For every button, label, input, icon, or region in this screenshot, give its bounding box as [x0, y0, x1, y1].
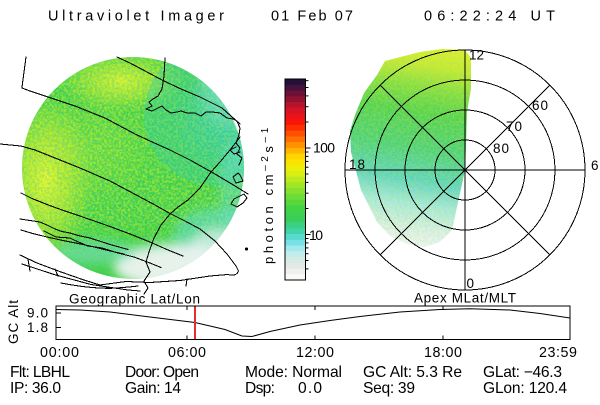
svg-text:00:00: 00:00 — [40, 345, 79, 361]
svg-text:0.0: 0.0 — [298, 380, 322, 397]
svg-text:23:59: 23:59 — [539, 345, 577, 361]
svg-text:GC Alt: GC Alt — [6, 300, 21, 344]
svg-text:Flt: LBHL: Flt: LBHL — [10, 364, 70, 381]
svg-text:IP: 36.0: IP: 36.0 — [10, 380, 61, 397]
svg-text:1.8: 1.8 — [27, 320, 48, 335]
svg-text:0: 0 — [467, 276, 475, 291]
svg-text:GLon: 120.4: GLon: 120.4 — [483, 380, 567, 397]
svg-text:60: 60 — [532, 98, 548, 113]
svg-text:Door: Open: Door: Open — [125, 364, 199, 381]
svg-text:Gain: 14: Gain: 14 — [125, 380, 181, 397]
svg-text:6: 6 — [591, 158, 599, 173]
svg-text:12:00: 12:00 — [296, 345, 334, 361]
svg-text:Mode: Normal: Mode: Normal — [245, 364, 342, 381]
svg-text:photon cm–2s–1: photon cm–2s–1 — [260, 124, 276, 264]
svg-text:Seq: 39: Seq: 39 — [363, 380, 415, 397]
svg-text:80: 80 — [493, 141, 509, 156]
svg-text:GC Alt: 5.3 Re: GC Alt: 5.3 Re — [363, 364, 462, 381]
svg-text:Geographic Lat/Lon: Geographic Lat/Lon — [69, 292, 200, 307]
svg-text:12: 12 — [469, 48, 484, 63]
svg-text:18:00: 18:00 — [424, 345, 462, 361]
svg-text:Dsp:: Dsp: — [245, 380, 275, 397]
svg-text:18: 18 — [349, 157, 365, 172]
svg-text:100: 100 — [313, 140, 335, 156]
svg-text:Ultraviolet Imager: Ultraviolet Imager — [48, 9, 224, 25]
svg-text:GLat: −46.3: GLat: −46.3 — [483, 364, 562, 381]
svg-text:Apex MLat/MLT: Apex MLat/MLT — [414, 291, 516, 306]
svg-text:10: 10 — [309, 227, 323, 243]
svg-text:70: 70 — [506, 119, 522, 134]
svg-text:9.0: 9.0 — [27, 306, 48, 321]
svg-text:01 Feb 07: 01 Feb 07 — [271, 9, 353, 25]
svg-text:06:00: 06:00 — [168, 345, 206, 361]
svg-text:06:22:24 UT: 06:22:24 UT — [424, 9, 555, 25]
